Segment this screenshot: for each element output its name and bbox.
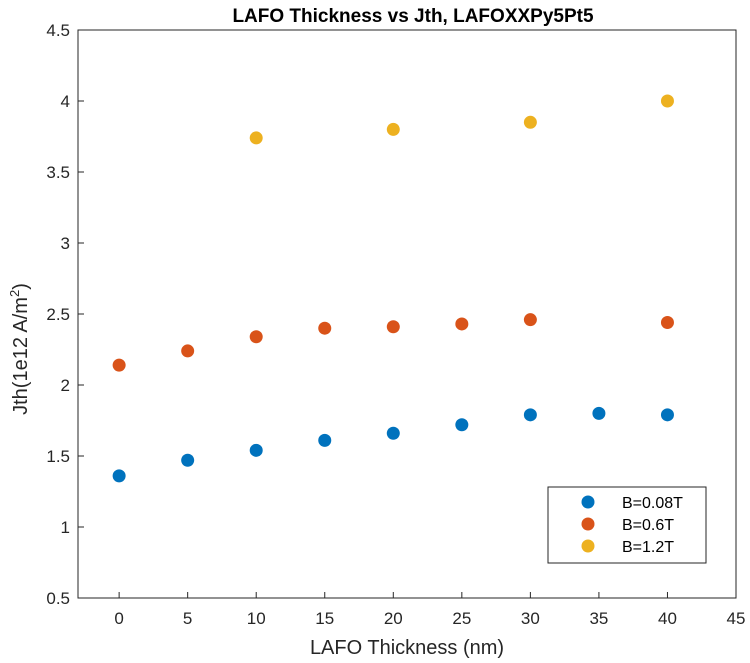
data-point-series-0 — [523, 408, 537, 422]
data-point-series-1 — [249, 330, 263, 344]
data-point-series-2 — [523, 115, 537, 129]
x-axis-label: LAFO Thickness (nm) — [310, 637, 504, 659]
legend: B=0.08T B=0.6T B=1.2T — [547, 486, 707, 564]
x-tick-label: 30 — [521, 609, 540, 628]
x-tick-label: 20 — [384, 609, 403, 628]
legend-box — [547, 486, 707, 564]
y-axis-label-base: Jth(1e12 A/m — [10, 297, 32, 415]
data-point-series-0 — [112, 469, 126, 483]
x-tick-label: 35 — [589, 609, 608, 628]
data-point-series-0 — [181, 453, 195, 467]
legend-label-b06t: B=0.6T — [622, 517, 674, 534]
x-tick-label: 40 — [658, 609, 677, 628]
data-point-series-1 — [660, 316, 674, 330]
legend-label-b12t: B=1.2T — [622, 539, 674, 556]
y-axis-label-superscript: 2 — [7, 290, 22, 297]
data-point-series-1 — [112, 358, 126, 372]
y-tick-label: 3.5 — [46, 163, 70, 182]
x-tick-label: 10 — [247, 609, 266, 628]
y-tick-label: 4.5 — [46, 21, 70, 40]
y-axis-label: Jth(1e12 A/m2) — [7, 283, 32, 415]
data-point-series-2 — [249, 131, 263, 145]
legend-marker-b06t — [581, 517, 595, 531]
x-tick-label: 45 — [727, 609, 746, 628]
y-tick-label: 3 — [61, 234, 70, 253]
data-point-series-1 — [386, 320, 400, 334]
legend-label-b008t: B=0.08T — [622, 495, 683, 512]
y-tick-label: 1.5 — [46, 447, 70, 466]
data-point-series-2 — [660, 94, 674, 108]
y-tick-label: 1 — [61, 518, 70, 537]
data-point-series-0 — [592, 406, 606, 420]
data-point-series-2 — [386, 122, 400, 136]
data-points — [112, 94, 674, 483]
data-point-series-0 — [249, 443, 263, 457]
y-axis-label-end: ) — [10, 283, 32, 290]
y-tick-label: 2 — [61, 376, 70, 395]
x-tick-label: 15 — [315, 609, 334, 628]
data-point-series-0 — [318, 433, 332, 447]
y-tick-label: 0.5 — [46, 589, 70, 608]
data-point-series-1 — [318, 321, 332, 335]
y-tick-label: 4 — [61, 92, 70, 111]
x-tick-label: 5 — [183, 609, 192, 628]
x-tick-label: 0 — [114, 609, 123, 628]
data-point-series-1 — [523, 313, 537, 327]
axis-ticks: 0 5 10 15 20 25 30 35 40 45 0.5 1 1.5 2 2.5 3 3.5 4 4.5 — [46, 21, 745, 628]
chart-title: LAFO Thickness vs Jth, LAFOXXPy5Pt5 — [232, 6, 594, 27]
data-point-series-0 — [455, 418, 469, 432]
legend-marker-b008t — [581, 495, 595, 509]
y-tick-label: 2.5 — [46, 305, 70, 324]
data-point-series-0 — [660, 408, 674, 422]
x-tick-label: 25 — [452, 609, 471, 628]
data-point-series-1 — [181, 344, 195, 358]
data-point-series-1 — [455, 317, 469, 331]
legend-marker-b12t — [581, 539, 595, 553]
data-point-series-0 — [386, 426, 400, 440]
